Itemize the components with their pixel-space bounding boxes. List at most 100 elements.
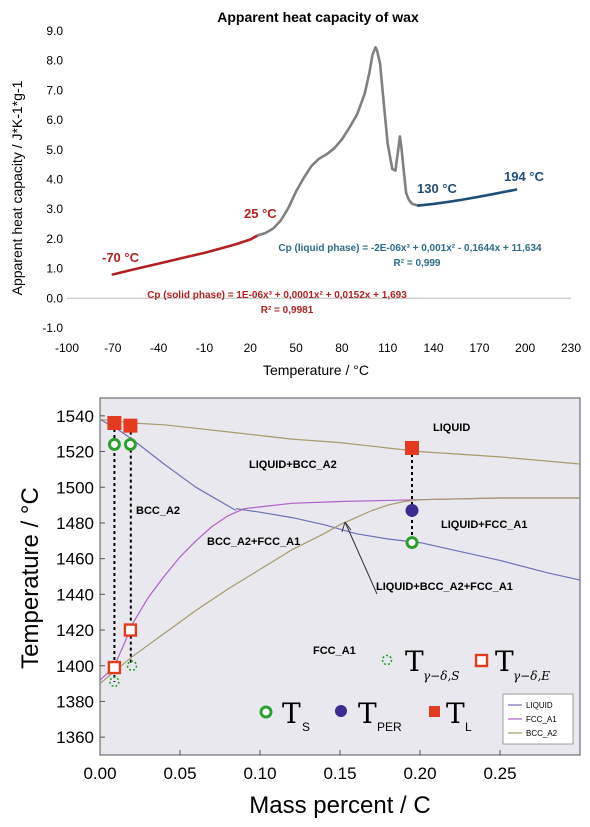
legend-label-fcc: FCC_A1 <box>526 715 557 724</box>
key-tper-marker <box>335 705 347 717</box>
phase-label-bcc-fcc: BCC_A2+FCC_A1 <box>207 536 300 548</box>
leader-arrow-icon <box>341 521 352 533</box>
marker-tgde <box>107 660 122 675</box>
x-tick-label: 0.05 <box>163 764 196 783</box>
label-194c: 194 °C <box>504 169 545 184</box>
legend-label-liquid: LIQUID <box>526 701 553 710</box>
equation-solid: Cp (solid phase) = 1E-06x³ + 0,0001x² + … <box>147 290 407 301</box>
x-tick-label: 230 <box>561 341 581 355</box>
top-series <box>111 46 518 276</box>
y-tick-label: -1.0 <box>42 321 63 335</box>
y-axis-label: Apparent heat capacity / J*K-1*g-1 <box>9 80 25 295</box>
y-tick-label: 2.0 <box>46 232 63 246</box>
y-tick-label: 1500 <box>56 478 94 497</box>
x-tick-label: 0.15 <box>323 764 356 783</box>
y-tick-label: 1380 <box>56 692 94 711</box>
marker-ts <box>107 437 121 451</box>
y-tick-label: 1440 <box>56 585 94 604</box>
phase-label-liquid-fcc: LIQUID+FCC_A1 <box>441 519 528 531</box>
x-tick-label: -100 <box>55 341 79 355</box>
marker-tgds <box>126 660 138 672</box>
phase-label-bcc: BCC_A2 <box>136 505 180 517</box>
phase-label-fcc: FCC_A1 <box>313 645 356 657</box>
phase-label-liquid: LIQUID <box>433 422 470 434</box>
marker-ts <box>405 536 419 550</box>
bottom-axes: 1360 1380 1400 1420 1440 1460 1480 1500 1520 1540… <box>56 407 516 783</box>
phase-label-liquid-bcc-fcc: LIQUID+BCC_A2+FCC_A1 <box>376 581 513 593</box>
x-tick-label: -40 <box>150 341 168 355</box>
label-130c: 130 °C <box>417 181 458 196</box>
key-tper-main: T <box>358 697 377 730</box>
y-tick-label: 6.0 <box>46 113 63 127</box>
y-tick-label: 1540 <box>56 407 94 426</box>
symbol-key: T γ−δ,S T γ−δ,E T S T PER T L <box>259 645 550 734</box>
key-tl-sub: L <box>465 720 472 734</box>
key-tgds-main: T <box>405 645 424 678</box>
boundary-line-boundary_3 <box>99 497 580 685</box>
key-tgds-marker <box>381 654 393 666</box>
y-tick-label: 1360 <box>56 728 94 747</box>
heat-capacity-chart: Apparent heat capacity of wax Apparent h… <box>9 9 581 378</box>
equation-liquid: Cp (liquid phase) = -2E-06x³ + 0,001x² -… <box>278 243 542 254</box>
key-tgds-sub: γ−δ,S <box>423 669 460 683</box>
x-tick-label: -10 <box>196 341 214 355</box>
x-tick-label: -70 <box>104 341 122 355</box>
boundary-line-boundary_2 <box>235 508 581 581</box>
y-tick-label: 1420 <box>56 621 94 640</box>
chart-title: Apparent heat capacity of wax <box>217 9 419 25</box>
x-tick-label: 0.00 <box>83 764 116 783</box>
phase-label-liquid-bcc: LIQUID+BCC_A2 <box>249 459 337 471</box>
x-tick-label: 0.20 <box>403 764 436 783</box>
x-tick-label: 80 <box>335 341 349 355</box>
legend-label-bcc: BCC_A2 <box>526 729 558 738</box>
marker-tper <box>405 503 419 517</box>
y-tick-label: 1.0 <box>46 262 63 276</box>
x-tick-label: 0.25 <box>483 764 516 783</box>
y-tick-label: 1460 <box>56 550 94 569</box>
y-axis-label: Temperature / °C <box>17 487 44 669</box>
label-minus70: -70 °C <box>102 250 140 265</box>
series-line-liquid <box>417 188 518 207</box>
y-tick-label: 1400 <box>56 657 94 676</box>
key-ts-main: T <box>282 697 301 730</box>
legend: LIQUID FCC_A1 BCC_A2 <box>502 693 574 745</box>
key-tl-main: T <box>446 697 465 730</box>
y-tick-label: 8.0 <box>46 54 63 68</box>
y-tick-label: 0.0 <box>46 291 63 305</box>
phase-diagram-chart: 1360 1380 1400 1420 1440 1460 1480 1500 1520 1540… <box>17 397 581 819</box>
x-tick-label: 20 <box>244 341 258 355</box>
y-tick-label: 4.0 <box>46 173 63 187</box>
boundary-line-fcc_a1 <box>99 497 580 681</box>
y-tick-label: 1520 <box>56 443 94 462</box>
top-axes: -1.0 0.0 1.0 2.0 3.0 4.0 5.0 6.0 7.0 8.0 9.0 -100 -7… <box>42 24 581 355</box>
key-tgde-sub: γ−δ,E <box>513 669 550 683</box>
x-tick-label: 140 <box>424 341 444 355</box>
y-tick-label: 9.0 <box>46 24 63 38</box>
marker-ts <box>123 437 137 451</box>
series-line-transition <box>256 46 420 237</box>
label-25c: 25 °C <box>244 206 277 221</box>
x-axis-label: Mass percent / C <box>249 792 430 819</box>
marker-tgds <box>109 676 120 688</box>
y-tick-label: 5.0 <box>46 143 63 157</box>
r2-liquid: R² = 0,999 <box>394 258 441 269</box>
key-ts-sub: S <box>302 720 310 734</box>
x-tick-label: 0.10 <box>243 764 276 783</box>
x-tick-label: 110 <box>378 341 397 355</box>
marker-tl <box>107 415 122 430</box>
key-tl-marker <box>429 706 440 717</box>
y-tick-label: 7.0 <box>46 83 63 97</box>
key-ts-marker <box>259 705 273 719</box>
y-tick-label: 3.0 <box>46 202 63 216</box>
marker-tl <box>123 418 138 433</box>
x-axis-label: Temperature / °C <box>263 362 369 378</box>
x-tick-label: 200 <box>515 341 535 355</box>
key-tper-sub: PER <box>377 720 402 734</box>
key-tgde-main: T <box>495 645 514 678</box>
transition-markers <box>107 415 419 688</box>
marker-tgde <box>123 623 138 637</box>
leader-line <box>344 521 378 595</box>
key-tgde-marker <box>474 653 489 668</box>
x-tick-label: 50 <box>289 341 303 355</box>
